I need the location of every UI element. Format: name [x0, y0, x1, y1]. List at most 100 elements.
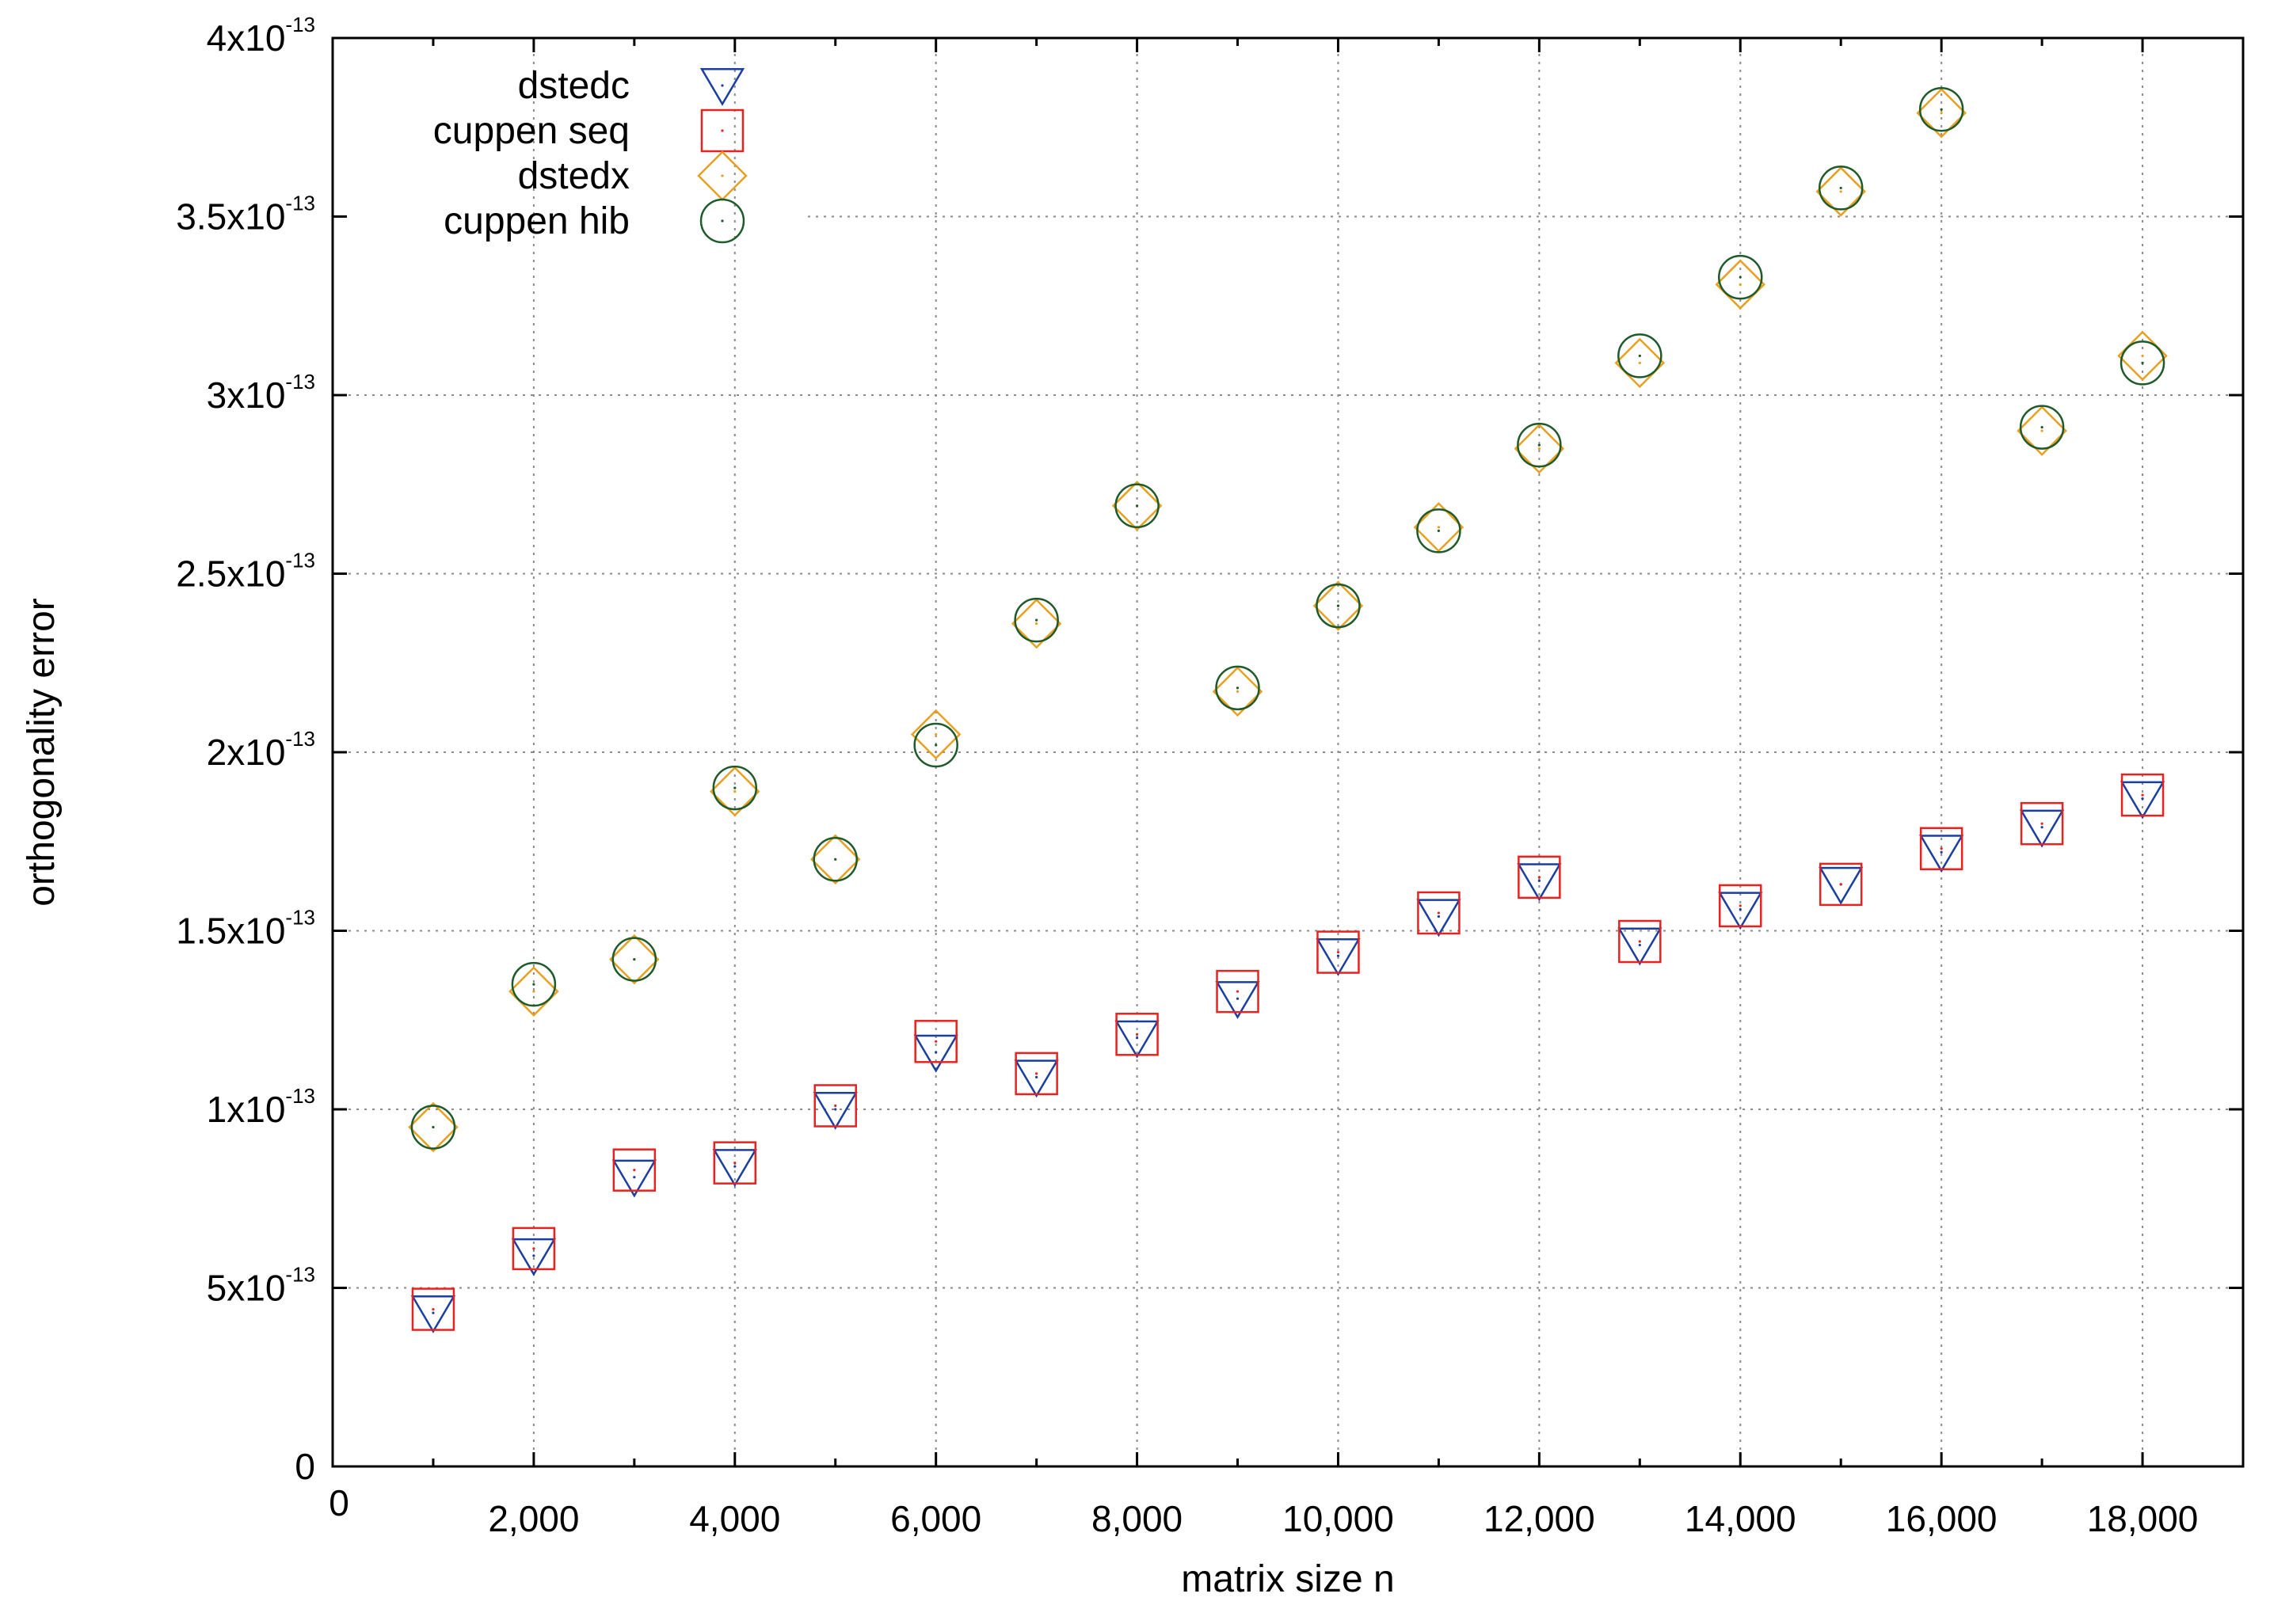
- data-point: [1918, 86, 1964, 132]
- data-point: [1413, 502, 1464, 553]
- y-tick-label: 1.5x10-13: [176, 906, 315, 952]
- data-point: [2019, 405, 2065, 450]
- y-tick-mantissa: 0: [295, 1446, 315, 1487]
- data-point: [1316, 930, 1360, 974]
- series-cuppen-hib: [410, 86, 2165, 1150]
- data-point: [1819, 862, 1863, 907]
- data-point: [1014, 597, 1059, 643]
- data-point: [2120, 773, 2165, 817]
- data-point-center: [2141, 797, 2144, 801]
- data-point: [1919, 827, 1963, 871]
- data-point-center: [1940, 847, 1943, 850]
- data-point-center: [432, 1311, 435, 1314]
- y-tick-exponent: -13: [285, 1084, 315, 1108]
- y-tick-exponent: -13: [285, 13, 315, 36]
- data-point: [1212, 666, 1263, 717]
- y-tick-mantissa: 2x10: [207, 732, 286, 773]
- y-tick-label: 3.5x10-13: [176, 192, 315, 238]
- data-point-center: [1739, 907, 1742, 911]
- x-axis-label: matrix size n: [1181, 1558, 1394, 1600]
- data-point: [1416, 899, 1461, 938]
- data-point-center: [633, 1176, 636, 1179]
- data-point-center: [834, 858, 837, 861]
- data-point-center: [2040, 425, 2043, 429]
- data-point: [1115, 1013, 1159, 1056]
- y-tick-exponent: -13: [285, 1263, 315, 1287]
- legend-marker: [699, 198, 745, 244]
- x-tick-label: 18,000: [2087, 1498, 2199, 1539]
- data-point-center: [432, 1307, 435, 1311]
- data-point: [1114, 1020, 1160, 1059]
- data-point: [1614, 337, 1666, 389]
- data-point-center: [532, 1247, 535, 1250]
- data-point: [1719, 884, 1762, 928]
- data-point-center: [633, 957, 636, 961]
- data-point-center: [532, 1254, 535, 1257]
- data-point: [1316, 938, 1361, 976]
- data-point: [1715, 259, 1766, 310]
- y-tick-mantissa: 5x10: [207, 1268, 286, 1309]
- data-point-center: [1537, 879, 1541, 882]
- data-point-center: [1739, 276, 1742, 279]
- data-point-center: [633, 1169, 636, 1172]
- data-point-center: [1437, 911, 1441, 915]
- data-point-center: [1336, 950, 1340, 954]
- data-point-center: [935, 744, 938, 747]
- data-point: [2120, 781, 2165, 820]
- data-point-center: [1236, 686, 1240, 690]
- y-tick-labels: 05x10-131x10-131.5x10-132x10-132.5x10-13…: [176, 13, 315, 1487]
- series-dstedc: [410, 781, 2165, 1333]
- data-point: [2017, 405, 2067, 456]
- data-point-center: [1638, 361, 1641, 365]
- y-tick-label: 2.5x10-13: [176, 549, 315, 595]
- data-point: [1517, 863, 1562, 902]
- data-point: [410, 1295, 456, 1333]
- data-point: [712, 1149, 757, 1188]
- data-point: [1215, 981, 1260, 1020]
- data-point: [813, 1084, 857, 1128]
- data-point: [712, 765, 758, 811]
- data-point-center: [1839, 186, 1842, 190]
- y-tick-exponent: -13: [285, 370, 315, 394]
- data-point: [609, 934, 660, 985]
- data-point: [410, 1105, 456, 1150]
- y-tick-label: 3x10-13: [207, 370, 315, 416]
- data-point-center: [1739, 904, 1742, 907]
- x-tick-label: 6,000: [890, 1498, 981, 1539]
- legend-marker-center: [721, 129, 724, 132]
- data-point: [710, 766, 760, 817]
- data-point: [612, 1148, 657, 1192]
- series-dstedx: [408, 87, 2168, 1153]
- data-point: [1114, 483, 1160, 529]
- data-point-center: [1537, 876, 1541, 879]
- data-point: [411, 1287, 455, 1331]
- x-tick-labels: 0 2,000 4,000 6,000 8,000 10,000 12,000 14,000 1…: [329, 1482, 2198, 1539]
- data-point-center: [1236, 990, 1240, 993]
- data-point: [511, 961, 557, 1007]
- data-point-center: [1035, 622, 1038, 626]
- data-point: [2020, 801, 2064, 846]
- data-point-center: [1940, 112, 1943, 115]
- y-tick-exponent: -13: [285, 549, 315, 572]
- y-tick-exponent: -13: [285, 906, 315, 930]
- y-axis-label: orthogonality error: [21, 598, 63, 907]
- data-point: [611, 1159, 657, 1198]
- data-point-center: [1437, 915, 1441, 918]
- data-point-center: [1035, 618, 1038, 622]
- data-point-center: [1035, 1075, 1038, 1079]
- data-point: [813, 837, 858, 882]
- data-point-center: [1638, 940, 1641, 943]
- data-point: [1416, 508, 1461, 553]
- data-point: [1815, 166, 1866, 217]
- data-point-center: [1437, 526, 1441, 529]
- data-point: [1617, 927, 1663, 966]
- data-point-center: [1940, 108, 1943, 111]
- data-point-center: [2141, 354, 2144, 357]
- data-point: [1518, 855, 1561, 899]
- data-point: [1617, 333, 1663, 378]
- data-point-center: [733, 1165, 737, 1168]
- legend-label: dstedx: [518, 155, 630, 197]
- x-tick-label: 10,000: [1282, 1498, 1394, 1539]
